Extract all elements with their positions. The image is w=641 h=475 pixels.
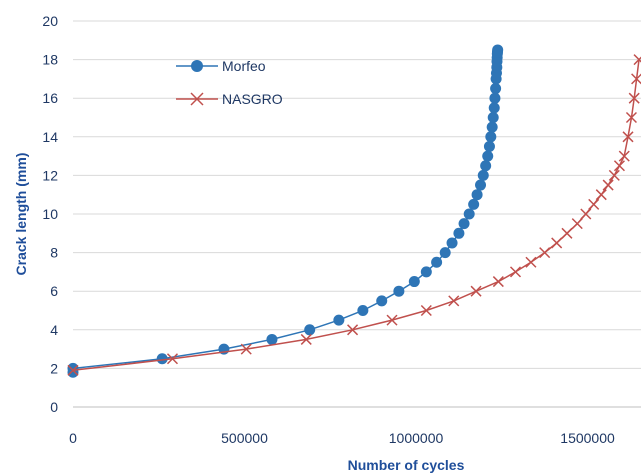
data-point-nasgro	[470, 285, 482, 297]
data-point-nasgro	[492, 276, 504, 288]
data-point-morfeo	[483, 140, 495, 152]
data-point-morfeo	[487, 112, 499, 123]
data-point-morfeo	[333, 314, 345, 326]
x-tick-label: 500000	[221, 430, 268, 446]
data-point-nasgro	[595, 189, 607, 201]
data-point-morfeo	[480, 160, 492, 172]
legend-label-nasgro: NASGRO	[222, 91, 283, 107]
x-tick-label: 0	[69, 430, 77, 446]
y-tick-label: 20	[42, 13, 58, 29]
data-point-morfeo	[477, 169, 489, 181]
data-point-morfeo	[67, 362, 79, 374]
data-point-morfeo	[458, 218, 470, 230]
y-tick-label: 6	[50, 283, 58, 299]
y-tick-labels: 0 2 4 6 8 10 12 14 16 18 20	[42, 13, 58, 415]
y-tick-label: 0	[50, 399, 58, 415]
y-tick-label: 2	[50, 360, 58, 376]
data-point-morfeo	[439, 247, 451, 259]
data-point-nasgro	[625, 111, 637, 124]
legend: Morfeo NASGRO	[176, 58, 283, 107]
data-point-nasgro	[618, 150, 630, 162]
y-tick-label: 8	[50, 245, 58, 261]
data-point-morfeo	[485, 131, 497, 143]
x-tick-label: 1500000	[560, 430, 615, 446]
y-tick-label: 14	[42, 129, 58, 145]
data-point-nasgro	[551, 237, 563, 249]
y-tick-label: 16	[42, 90, 58, 106]
data-point-morfeo	[486, 121, 498, 133]
data-point-nasgro	[166, 353, 179, 365]
data-point-morfeo	[393, 285, 405, 297]
gridlines	[73, 20, 641, 369]
y-axis-title: Crack length (mm)	[13, 153, 29, 276]
series-morfeo	[67, 44, 504, 378]
y-tick-label: 4	[50, 322, 58, 338]
x-tick-label: 1000000	[389, 430, 444, 446]
data-point-morfeo	[492, 44, 504, 56]
data-point-nasgro	[240, 343, 252, 355]
data-point-morfeo	[475, 179, 487, 191]
data-point-nasgro	[613, 160, 625, 172]
legend-marker-nasgro	[190, 92, 204, 106]
data-point-morfeo	[304, 324, 316, 336]
data-point-morfeo	[468, 198, 480, 210]
data-point-nasgro	[539, 247, 551, 259]
data-point-nasgro	[347, 324, 359, 336]
data-point-nasgro	[509, 266, 522, 278]
data-point-morfeo	[420, 266, 432, 278]
legend-label-morfeo: Morfeo	[222, 58, 266, 74]
data-point-nasgro	[631, 73, 641, 85]
y-tick-label: 10	[42, 206, 58, 222]
data-point-morfeo	[266, 333, 278, 345]
legend-marker-morfeo	[191, 60, 203, 72]
data-point-morfeo	[453, 227, 465, 239]
data-point-morfeo	[490, 83, 502, 95]
data-point-morfeo	[431, 256, 443, 268]
data-point-morfeo	[446, 237, 458, 249]
data-point-nasgro	[420, 304, 432, 317]
data-point-nasgro	[580, 208, 592, 220]
data-point-morfeo	[489, 92, 501, 104]
data-point-morfeo	[471, 189, 483, 201]
data-point-nasgro	[633, 54, 641, 66]
data-point-nasgro	[525, 256, 537, 268]
data-point-morfeo	[156, 353, 168, 365]
x-axis-title: Number of cycles	[348, 457, 465, 473]
legend-item-morfeo: Morfeo	[176, 58, 266, 74]
data-point-nasgro	[602, 179, 614, 191]
y-tick-label: 18	[42, 52, 58, 68]
x-tick-labels: 0 500000 1000000 1500000	[69, 430, 615, 446]
series-layer	[67, 44, 641, 378]
data-point-nasgro	[561, 227, 573, 239]
data-point-morfeo	[408, 276, 420, 288]
data-point-morfeo	[357, 305, 369, 316]
data-point-nasgro	[386, 314, 398, 326]
data-point-nasgro	[588, 198, 600, 210]
y-tick-label: 12	[42, 167, 58, 183]
data-point-morfeo	[376, 295, 388, 307]
data-point-nasgro	[571, 218, 583, 230]
data-point-nasgro	[622, 131, 634, 143]
data-point-nasgro	[628, 92, 640, 104]
data-point-nasgro	[300, 333, 312, 345]
data-point-nasgro	[67, 364, 79, 376]
series-line-nasgro	[72, 59, 640, 372]
data-point-morfeo	[482, 150, 494, 162]
data-point-morfeo	[488, 102, 500, 114]
data-point-nasgro	[608, 169, 620, 181]
series-nasgro	[67, 54, 641, 376]
legend-item-nasgro: NASGRO	[176, 91, 283, 107]
data-point-morfeo	[463, 208, 475, 220]
data-point-nasgro	[448, 295, 460, 307]
